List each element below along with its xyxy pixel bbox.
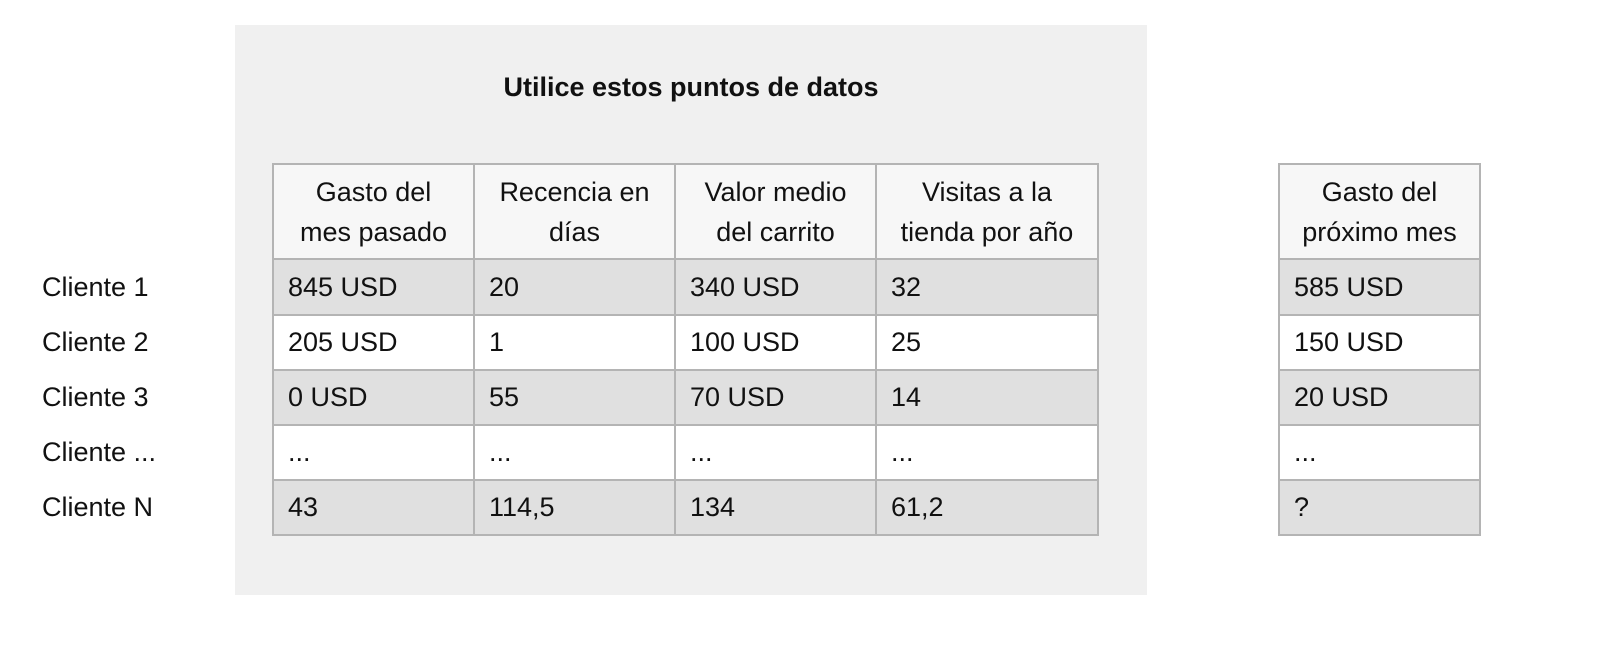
table-cell: 845 USD [272,258,475,316]
header-line: próximo mes [1302,216,1457,247]
table-cell: ... [674,424,877,481]
table-cell: 340 USD [674,258,877,316]
header-line: del carrito [716,216,835,247]
target-cell: 20 USD [1278,369,1481,426]
header-line: mes pasado [299,216,448,247]
table-cell: ... [473,424,676,481]
header-cell: Visitas a la tienda por año [875,163,1099,260]
table-cell: 205 USD [272,314,475,371]
table-cell: 32 [875,258,1099,316]
row-label: Cliente 3 [42,382,149,412]
table-cell: 20 [473,258,676,316]
row-label: Cliente 1 [42,271,149,302]
table-cell: 114,5 [473,479,676,536]
header-cell: Gasto del próximo mes [1278,163,1481,260]
header-cell: Gasto del mes pasado [272,163,475,260]
header-line: Gasto del [1321,176,1438,207]
table-cell: ... [272,424,475,481]
table-cell: 14 [875,369,1099,426]
table-cell: 43 [272,479,475,536]
header-line: Recencia en [499,176,650,207]
target-cell: ... [1278,424,1481,481]
table-cell: 55 [473,369,676,426]
header-line: días [548,216,601,247]
header-cell: Recencia en días [473,163,676,260]
target-cell: 585 USD [1278,258,1481,316]
target-cell: ? [1278,479,1481,536]
row-label: Cliente N [42,492,154,522]
table-cell: 100 USD [674,314,877,371]
header-line: Gasto del [315,176,432,207]
table-cell: 61,2 [875,479,1099,536]
row-label: Cliente 2 [42,327,149,357]
header-line: tienda por año [900,216,1074,247]
target-cell: 150 USD [1278,314,1481,371]
header-cell: Valor medio del carrito [674,163,877,260]
header-line: Visitas a la [921,176,1053,207]
table-cell: 134 [674,479,877,536]
title: Utilice estos puntos de datos [503,72,879,102]
table-cell: 0 USD [272,369,475,426]
table-cell: 70 USD [674,369,877,426]
row-label: Cliente ... [42,437,157,467]
table-cell: 1 [473,314,676,371]
table-cell: ... [875,424,1099,481]
table-cell: 25 [875,314,1099,371]
header-line: Valor medio [704,176,847,207]
